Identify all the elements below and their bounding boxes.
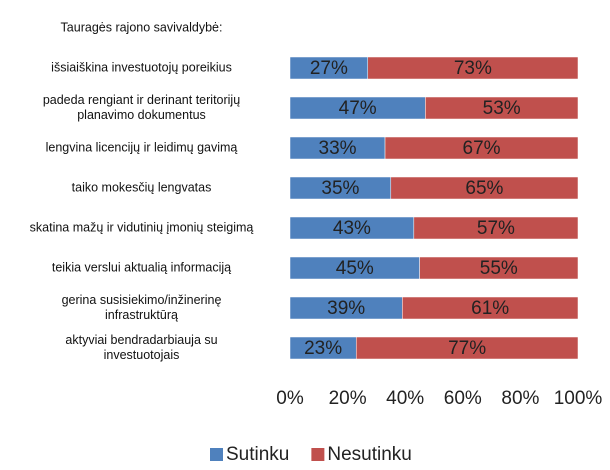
data-label: 23% [304, 338, 342, 359]
data-label: 73% [454, 58, 492, 79]
data-label: 27% [310, 58, 348, 79]
x-tick-label: 20% [329, 388, 367, 409]
data-label: 57% [477, 218, 515, 239]
legend-swatch [210, 448, 223, 461]
category-label: Tauragės rajono savivaldybė: [60, 20, 223, 35]
category-label: išsiaiškina investuotojų poreikius [51, 60, 232, 75]
bar-segment [390, 176, 579, 200]
category-label: lengvina licencijų ir leidimų gavimą [45, 140, 238, 155]
data-label: 67% [463, 138, 501, 159]
data-label: 47% [339, 98, 377, 119]
category-label: teikia verslui aktualią informaciją [51, 260, 232, 275]
bar-segment [384, 136, 579, 160]
category-label: taiko mokesčių lengvatas [71, 180, 212, 195]
data-label: 77% [448, 338, 486, 359]
data-label: 65% [465, 178, 503, 199]
data-label: 61% [471, 298, 509, 319]
category-label: padeda rengiant ir derinant teritorijų p… [42, 93, 241, 122]
bar-segment [355, 336, 579, 360]
legend-label: Sutinku [226, 444, 289, 465]
x-tick-label: 40% [386, 388, 424, 409]
bar-segment [413, 216, 579, 240]
x-tick-label: 80% [501, 388, 539, 409]
legend-swatch [311, 448, 325, 461]
category-label: aktyviai bendradarbiauja su investuotoja… [65, 333, 218, 362]
data-label: 33% [319, 138, 357, 159]
category-label: gerina susisiekimo/inžinerinę infrastruk… [61, 293, 222, 322]
data-label: 39% [327, 298, 365, 319]
x-tick-label: 100% [554, 388, 603, 409]
data-label: 45% [336, 258, 374, 279]
data-label: 55% [480, 258, 518, 279]
data-label: 35% [321, 178, 359, 199]
bar-segment [425, 96, 579, 120]
data-label: 53% [483, 98, 521, 119]
bar-segment [402, 296, 579, 320]
legend-label: Nesutinku [327, 444, 412, 465]
bar-segment [367, 56, 579, 80]
data-label: 43% [333, 218, 371, 239]
category-label: skatina mažų ir vidutinių įmonių steigim… [29, 220, 254, 235]
x-tick-label: 60% [444, 388, 482, 409]
x-tick-label: 0% [276, 388, 304, 409]
bar-segment [419, 256, 579, 280]
